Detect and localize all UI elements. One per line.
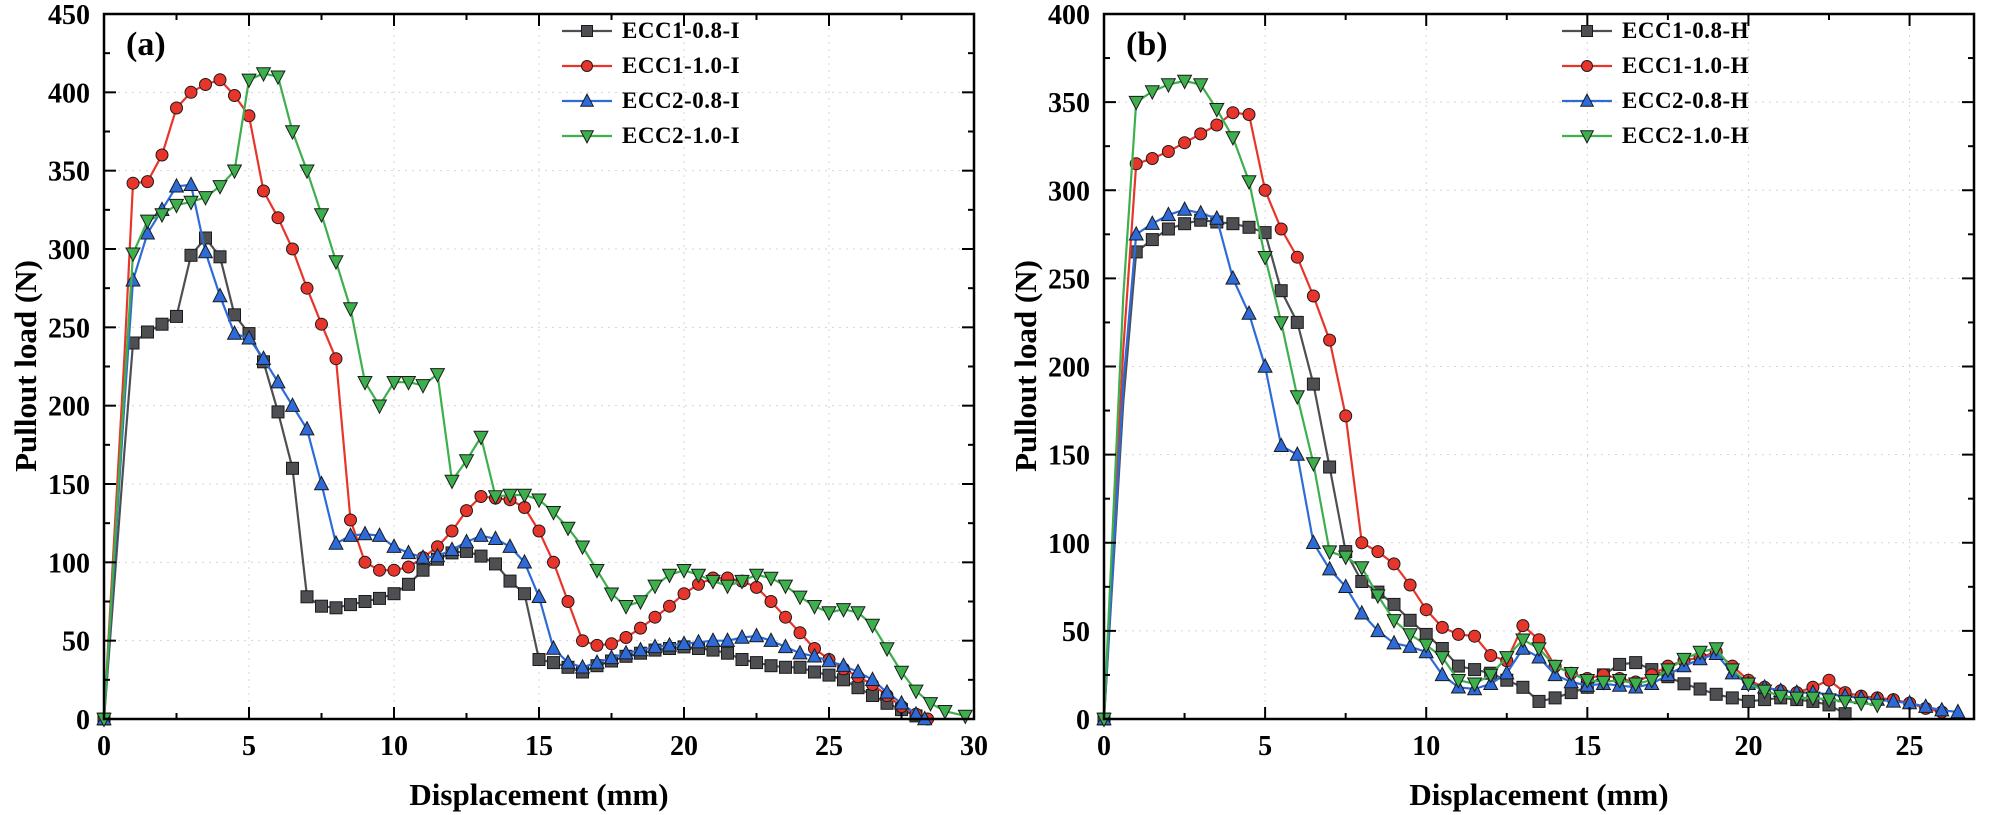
svg-text:15: 15	[525, 731, 553, 762]
legend-series-name: ECC2-0.8-I	[622, 88, 741, 113]
svg-text:350: 350	[48, 157, 90, 188]
svg-text:400: 400	[1048, 0, 1090, 31]
series-ECC2-0.8-I	[96, 176, 933, 726]
svg-text:15: 15	[1573, 731, 1601, 762]
svg-text:100: 100	[48, 548, 90, 579]
legend-marker-triangle-up	[562, 93, 612, 107]
svg-text:0: 0	[1076, 705, 1090, 736]
svg-text:50: 50	[62, 627, 90, 658]
svg-text:25: 25	[815, 731, 843, 762]
svg-text:30: 30	[960, 731, 988, 762]
y-axis-label-a: Pullout load (N)	[8, 260, 43, 472]
y-axis-label-b: Pullout load (N)	[1008, 260, 1043, 472]
svg-text:100: 100	[1048, 529, 1090, 560]
legend-item: ECC1-0.8-H	[1560, 16, 1749, 46]
x-axis-label-a: Displacement (mm)	[409, 777, 669, 812]
svg-text:150: 150	[48, 470, 90, 501]
panel-label-b: (b)	[1126, 26, 1168, 63]
svg-text:350: 350	[1048, 88, 1090, 119]
chart-panel-a: 0 5 10 15 20 25 30 0 50 100 150 200 250 300 350 400 450 …	[8, 0, 988, 812]
svg-text:450: 450	[48, 0, 90, 31]
svg-text:200: 200	[48, 392, 90, 423]
svg-text:400: 400	[48, 78, 90, 109]
chart-panel-b: 0 5 10 15 20 25 0 50 100 150 200 250 300 350 400 (b) P…	[1000, 0, 2000, 815]
svg-text:150: 150	[1048, 441, 1090, 472]
panel-label-a: (a)	[126, 26, 166, 63]
svg-text:0: 0	[97, 731, 111, 762]
svg-text:300: 300	[48, 235, 90, 266]
legend-series-name: ECC1-1.0-I	[622, 53, 741, 78]
series-ECC2-0.8-H	[1096, 201, 1966, 726]
svg-text:10: 10	[380, 731, 408, 762]
legend-series-name: ECC1-0.8-H	[1622, 18, 1750, 43]
svg-text:300: 300	[1048, 176, 1090, 207]
legend-item: ECC2-0.8-I	[560, 86, 740, 116]
svg-text:10: 10	[1412, 731, 1440, 762]
series-ECC1-1.0-H	[1097, 106, 1949, 726]
svg-text:20: 20	[1734, 731, 1762, 762]
legend-item: ECC1-1.0-H	[1560, 51, 1749, 81]
legend-marker-square	[562, 25, 612, 37]
series-ECC1-0.8-H	[1097, 213, 1852, 726]
x-axis-label-b: Displacement (mm)	[1409, 777, 1669, 812]
legend-marker-square	[1562, 25, 1612, 37]
legend-marker-circle	[1562, 60, 1612, 72]
legend-marker-triangle-down	[1562, 130, 1612, 144]
legend-marker-circle	[562, 60, 612, 72]
svg-text:0: 0	[76, 705, 90, 736]
legend-series-name: ECC1-1.0-H	[1622, 53, 1750, 78]
svg-text:200: 200	[1048, 353, 1090, 384]
svg-text:25: 25	[1896, 731, 1924, 762]
svg-text:5: 5	[1258, 731, 1272, 762]
svg-text:5: 5	[242, 731, 256, 762]
legend-item: ECC2-1.0-I	[560, 121, 740, 151]
legend-series-name: ECC1-0.8-I	[622, 18, 741, 43]
svg-text:0: 0	[1097, 731, 1111, 762]
legend: ECC1-0.8-H ECC1-1.0-H ECC2-0.8-H ECC2-1.0-H	[1560, 16, 1749, 151]
legend-item: ECC2-0.8-H	[1560, 86, 1749, 116]
legend-marker-triangle-up	[1562, 93, 1612, 107]
svg-text:50: 50	[1062, 617, 1090, 648]
legend-item: ECC1-1.0-I	[560, 51, 740, 81]
grid	[1104, 14, 1974, 719]
legend-series-name: ECC2-1.0-I	[622, 123, 741, 148]
svg-text:250: 250	[1048, 264, 1090, 295]
legend-series-name: ECC2-1.0-H	[1622, 123, 1750, 148]
legend: ECC1-0.8-I ECC1-1.0-I ECC2-0.8-I ECC2-1.0-I	[560, 16, 740, 151]
svg-text:20: 20	[670, 731, 698, 762]
legend-marker-triangle-down	[562, 130, 612, 144]
legend-item: ECC1-0.8-I	[560, 16, 740, 46]
series-ECC1-1.0-I	[97, 73, 935, 726]
grid	[104, 14, 974, 719]
series-ECC2-1.0-I	[96, 67, 974, 728]
legend-item: ECC2-1.0-H	[1560, 121, 1749, 151]
legend-series-name: ECC2-0.8-H	[1622, 88, 1750, 113]
svg-text:250: 250	[48, 313, 90, 344]
series-ECC2-1.0-H	[1096, 74, 1886, 728]
